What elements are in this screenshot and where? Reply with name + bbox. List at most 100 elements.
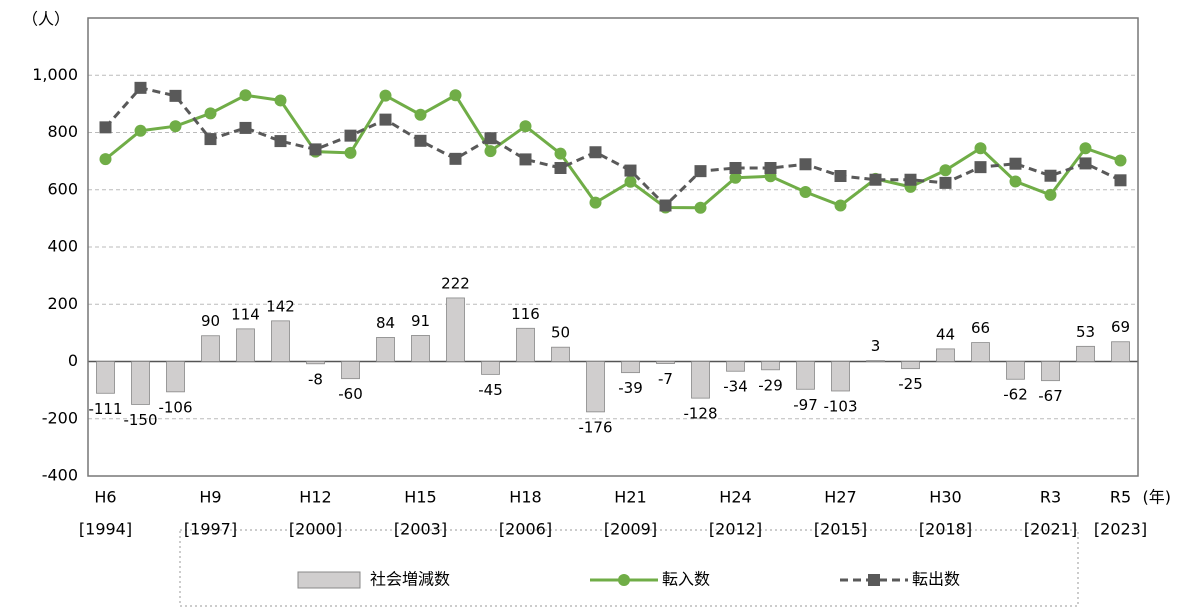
y-tick-label: 1,000: [32, 65, 78, 84]
marker: [1009, 157, 1022, 170]
data-label: 116: [511, 305, 540, 323]
y-axis-label: （人）: [22, 10, 70, 29]
marker: [904, 173, 917, 186]
bar: [1006, 361, 1025, 380]
data-label: -29: [758, 376, 783, 394]
marker: [799, 186, 812, 199]
x-tick-sublabel: [2012]: [709, 520, 762, 539]
x-tick-label: R5: [1110, 488, 1131, 507]
bar: [446, 297, 465, 362]
x-tick-sublabel: [2006]: [499, 520, 552, 539]
marker: [379, 113, 392, 126]
legend-box: [179, 529, 1079, 607]
x-tick-label: R3: [1040, 488, 1061, 507]
legend-label: 転出数: [912, 570, 960, 589]
marker: [99, 153, 112, 166]
bar: [656, 361, 675, 364]
data-label: -103: [823, 397, 857, 415]
bar: [411, 335, 430, 362]
marker: [799, 158, 812, 171]
data-label: -39: [618, 379, 643, 397]
marker: [694, 165, 707, 178]
marker: [414, 108, 427, 121]
data-label: -150: [123, 411, 157, 429]
marker: [834, 199, 847, 212]
data-label: 53: [1076, 323, 1095, 341]
data-label: 50: [551, 324, 570, 342]
data-label: -97: [793, 396, 818, 414]
x-tick-label: H15: [404, 488, 436, 507]
marker: [519, 120, 532, 133]
marker: [1114, 174, 1127, 187]
bar: [551, 346, 570, 362]
bar: [96, 361, 115, 394]
bar: [516, 327, 535, 362]
bar: [131, 361, 150, 405]
data-label: -8: [308, 370, 323, 388]
marker: [1079, 157, 1092, 170]
data-label: 222: [441, 274, 470, 292]
data-label: 69: [1111, 318, 1130, 336]
bar: [201, 335, 220, 362]
data-label: -176: [578, 418, 612, 436]
marker: [939, 164, 952, 177]
x-tick-label: H30: [929, 488, 961, 507]
x-tick-sublabel: [1994]: [79, 520, 132, 539]
legend-swatch: [297, 571, 361, 589]
bar: [341, 361, 360, 380]
data-label: 84: [376, 314, 395, 332]
x-axis-unit: (年): [1143, 488, 1172, 507]
x-tick-label: H27: [824, 488, 856, 507]
marker: [484, 132, 497, 145]
x-tick-sublabel: [2000]: [289, 520, 342, 539]
x-tick-label: H24: [719, 488, 751, 507]
bar: [621, 361, 640, 374]
bar: [306, 361, 325, 365]
marker: [764, 161, 777, 174]
marker: [449, 152, 462, 165]
bar: [796, 361, 815, 390]
bar: [831, 361, 850, 392]
marker: [939, 176, 952, 189]
bar: [761, 361, 780, 371]
line: [104, 86, 1122, 208]
marker: [729, 161, 742, 174]
bar: [971, 342, 990, 362]
marker: [589, 196, 602, 209]
marker: [1044, 169, 1057, 182]
x-tick-sublabel: [1997]: [184, 520, 237, 539]
marker: [624, 164, 637, 177]
marker: [204, 107, 217, 120]
data-label: -60: [338, 385, 363, 403]
data-label: -45: [478, 381, 503, 399]
data-label: -128: [683, 405, 717, 423]
marker: [274, 94, 287, 107]
bar: [726, 361, 745, 372]
marker: [484, 145, 497, 158]
x-tick-sublabel: [2003]: [394, 520, 447, 539]
y-tick-label: 0: [68, 351, 78, 370]
y-tick-label: -400: [42, 466, 78, 485]
marker: [344, 146, 357, 159]
marker: [309, 143, 322, 156]
marker: [169, 89, 182, 102]
bar: [866, 360, 885, 362]
x-tick-sublabel: [2018]: [919, 520, 972, 539]
bar: [481, 361, 500, 375]
marker: [869, 173, 882, 186]
bar: [901, 361, 920, 370]
marker: [729, 171, 742, 184]
marker: [169, 120, 182, 133]
marker: [134, 124, 147, 137]
data-label: 3: [871, 337, 881, 355]
bar: [236, 328, 255, 362]
marker: [414, 134, 427, 147]
data-label: -67: [1038, 387, 1063, 405]
x-tick-label: H6: [94, 488, 116, 507]
marker: [834, 170, 847, 183]
marker: [1079, 142, 1092, 155]
legend-label: 社会増減数: [370, 570, 450, 589]
marker: [99, 121, 112, 134]
data-label: -25: [898, 375, 923, 393]
data-label: 142: [266, 297, 295, 315]
